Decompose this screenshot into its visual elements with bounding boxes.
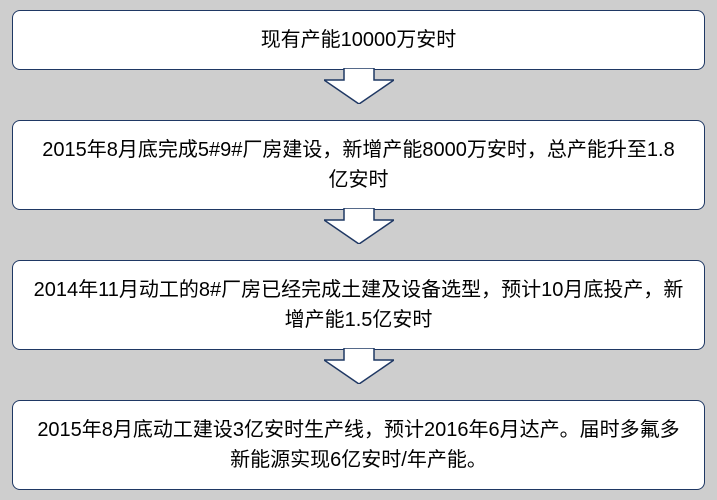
flow-step-2: 2015年8月底完成5#9#厂房建设，新增产能8000万安时，总产能升至1.8亿… — [12, 120, 705, 244]
flow-step-3: 2014年11月动工的8#厂房已经完成土建及设备选型，预计10月底投产，新增产能… — [12, 260, 705, 384]
arrow-icon — [324, 348, 394, 384]
step-box-2: 2015年8月底完成5#9#厂房建设，新增产能8000万安时，总产能升至1.8亿… — [12, 120, 705, 210]
step-box-4: 2015年8月底动工建设3亿安时生产线，预计2016年6月达产。届时多氟多新能源… — [12, 400, 705, 490]
step-box-1: 现有产能10000万安时 — [12, 10, 705, 70]
step-text-2: 2015年8月底完成5#9#厂房建设，新增产能8000万安时，总产能升至1.8亿… — [33, 135, 684, 195]
step-text-3: 2014年11月动工的8#厂房已经完成土建及设备选型，预计10月底投产，新增产能… — [33, 275, 684, 335]
flow-step-4: 2015年8月底动工建设3亿安时生产线，预计2016年6月达产。届时多氟多新能源… — [12, 400, 705, 490]
step-text-1: 现有产能10000万安时 — [261, 25, 457, 55]
step-text-4: 2015年8月底动工建设3亿安时生产线，预计2016年6月达产。届时多氟多新能源… — [33, 415, 684, 475]
arrow-icon — [324, 68, 394, 104]
step-box-3: 2014年11月动工的8#厂房已经完成土建及设备选型，预计10月底投产，新增产能… — [12, 260, 705, 350]
flow-step-1: 现有产能10000万安时 — [12, 10, 705, 104]
arrow-icon — [324, 208, 394, 244]
